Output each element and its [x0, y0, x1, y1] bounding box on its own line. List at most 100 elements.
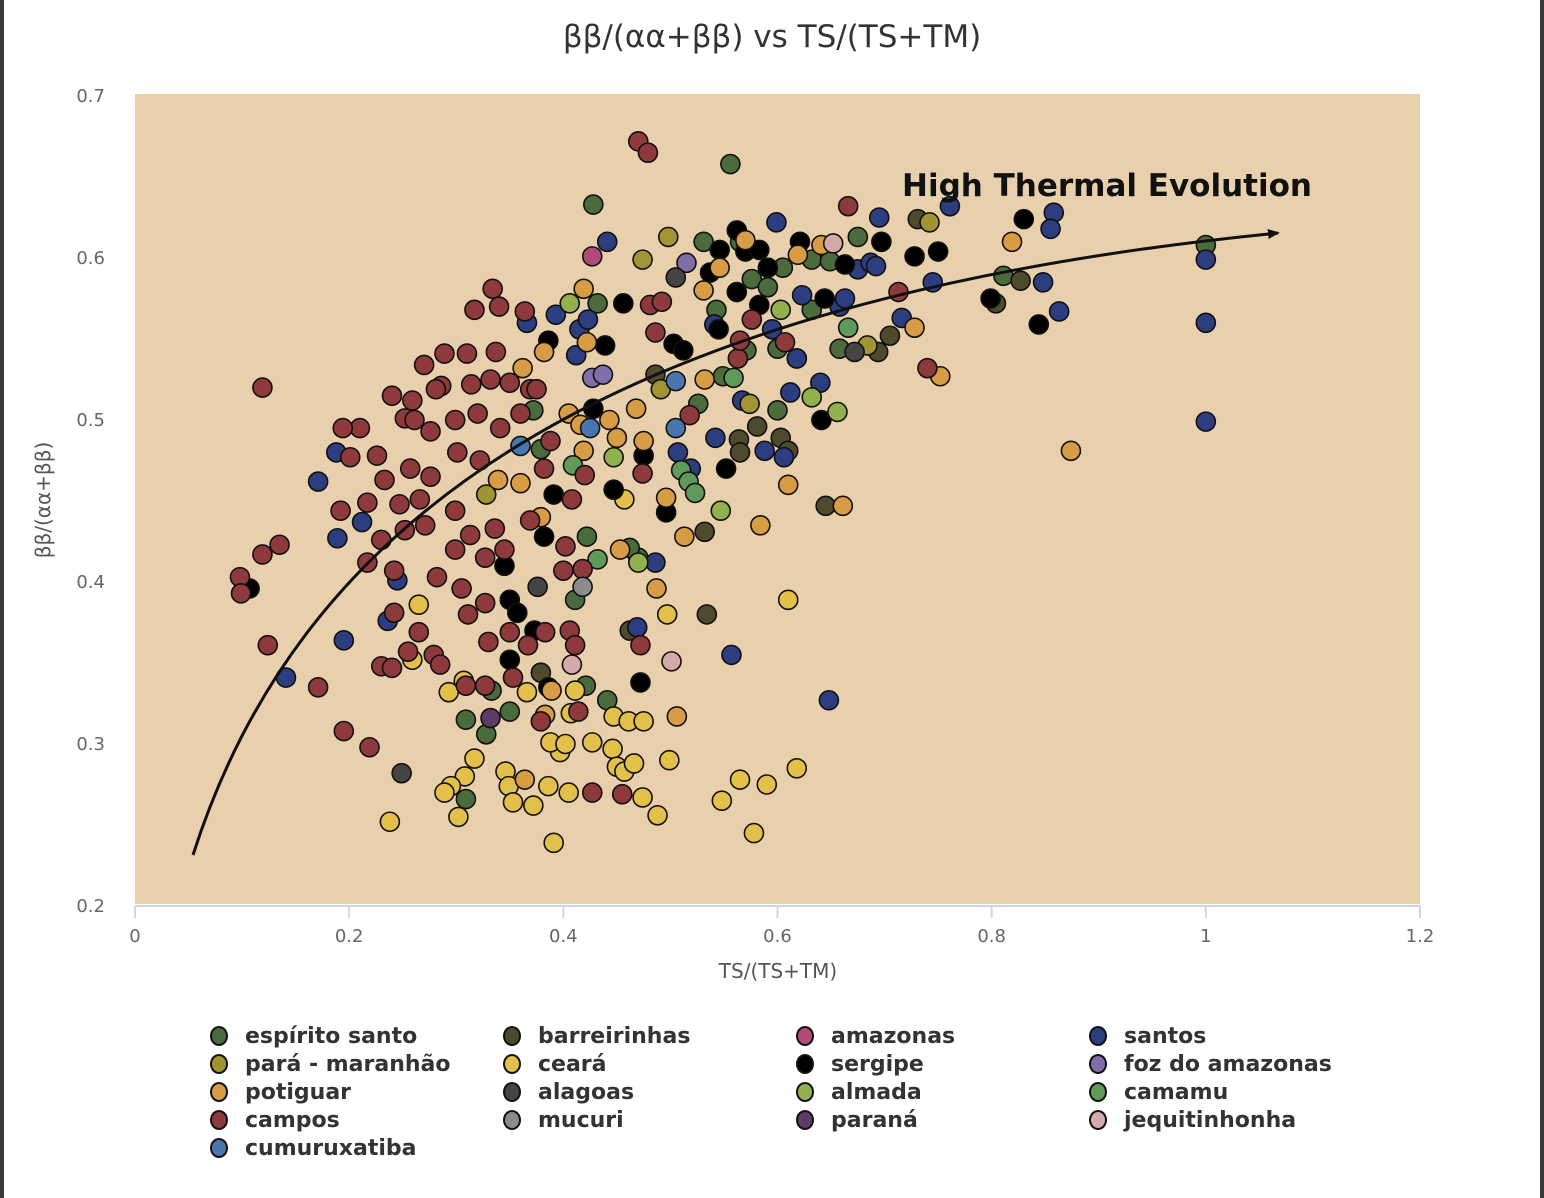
data-point[interactable] — [519, 510, 541, 531]
data-point[interactable] — [512, 357, 533, 379]
data-point[interactable] — [379, 811, 401, 833]
data-point[interactable] — [729, 442, 751, 463]
data-point[interactable] — [252, 377, 273, 398]
data-point[interactable] — [623, 753, 645, 774]
legend-item[interactable]: almada — [796, 1078, 1089, 1106]
data-point[interactable] — [865, 255, 887, 277]
data-point[interactable] — [404, 409, 425, 431]
data-point[interactable] — [847, 226, 869, 248]
data-point[interactable] — [527, 576, 548, 598]
data-point[interactable] — [464, 748, 485, 769]
legend-item[interactable]: potiguar — [210, 1078, 503, 1106]
data-point[interactable] — [413, 354, 435, 376]
data-point[interactable] — [603, 446, 624, 468]
data-point[interactable] — [645, 322, 666, 343]
data-point[interactable] — [767, 399, 788, 421]
data-point[interactable] — [741, 268, 763, 290]
legend-item[interactable]: ceará — [503, 1050, 796, 1078]
data-point[interactable] — [596, 231, 618, 253]
data-point[interactable] — [516, 681, 538, 703]
data-point[interactable] — [506, 602, 528, 624]
data-point[interactable] — [230, 583, 252, 604]
data-point[interactable] — [391, 762, 412, 784]
data-point[interactable] — [517, 634, 539, 656]
data-point[interactable] — [349, 417, 371, 439]
data-point[interactable] — [766, 212, 787, 233]
data-point[interactable] — [576, 331, 598, 353]
data-point[interactable] — [464, 299, 485, 321]
legend-item[interactable]: pará - maranhão — [210, 1050, 503, 1078]
legend-item[interactable]: espírito santo — [210, 1022, 503, 1050]
data-point[interactable] — [721, 644, 742, 666]
legend-item[interactable]: cumuruxatiba — [210, 1134, 503, 1162]
data-point[interactable] — [494, 539, 515, 560]
data-point[interactable] — [488, 296, 510, 317]
legend-item[interactable]: paraná — [796, 1106, 1089, 1134]
legend-item[interactable]: foz do amazonas — [1089, 1050, 1382, 1078]
legend-item[interactable]: mucuri — [503, 1106, 796, 1134]
data-point[interactable] — [791, 284, 813, 306]
data-point[interactable] — [573, 440, 594, 462]
data-point[interactable] — [540, 430, 561, 452]
data-point[interactable] — [330, 500, 351, 522]
data-point[interactable] — [710, 500, 732, 522]
data-point[interactable] — [754, 440, 775, 462]
data-point[interactable] — [545, 304, 567, 326]
data-point[interactable] — [750, 514, 771, 536]
data-point[interactable] — [307, 676, 329, 698]
data-point[interactable] — [523, 795, 544, 816]
data-point[interactable] — [581, 782, 603, 803]
data-point[interactable] — [748, 239, 770, 261]
data-point[interactable] — [659, 749, 680, 771]
data-point[interactable] — [480, 707, 501, 729]
data-point[interactable] — [510, 472, 531, 494]
data-point[interactable] — [939, 195, 961, 217]
data-point[interactable] — [456, 343, 478, 364]
data-point[interactable] — [777, 474, 799, 496]
data-point[interactable] — [332, 417, 354, 439]
data-point[interactable] — [837, 317, 859, 338]
data-point[interactable] — [661, 651, 682, 672]
data-point[interactable] — [499, 372, 521, 394]
data-point[interactable] — [786, 348, 808, 369]
data-point[interactable] — [538, 775, 559, 797]
data-point[interactable] — [602, 738, 623, 760]
data-point[interactable] — [307, 471, 329, 492]
data-point[interactable] — [770, 299, 792, 321]
data-point[interactable] — [726, 281, 748, 303]
data-point[interactable] — [630, 672, 651, 693]
data-point[interactable] — [408, 594, 430, 615]
data-point[interactable] — [773, 446, 795, 468]
data-point[interactable] — [502, 667, 524, 688]
data-point[interactable] — [553, 560, 574, 581]
data-point[interactable] — [777, 589, 799, 611]
data-point[interactable] — [709, 239, 730, 261]
data-point[interactable] — [709, 257, 730, 279]
data-point[interactable] — [478, 631, 499, 653]
data-point[interactable] — [543, 832, 564, 854]
data-point[interactable] — [533, 526, 555, 547]
data-point[interactable] — [448, 806, 469, 828]
data-point[interactable] — [414, 514, 436, 536]
data-point[interactable] — [534, 621, 556, 643]
data-point[interactable] — [655, 487, 677, 509]
data-point[interactable] — [667, 442, 689, 463]
data-point[interactable] — [579, 417, 601, 439]
data-point[interactable] — [457, 604, 479, 625]
data-point[interactable] — [455, 675, 477, 696]
data-point[interactable] — [626, 617, 648, 638]
data-point[interactable] — [603, 479, 624, 500]
data-point[interactable] — [381, 385, 403, 407]
data-point[interactable] — [374, 469, 395, 491]
data-point[interactable] — [735, 229, 756, 251]
data-point[interactable] — [447, 442, 468, 463]
data-point[interactable] — [879, 325, 901, 347]
data-point[interactable] — [665, 370, 687, 392]
data-point[interactable] — [408, 621, 430, 643]
data-point[interactable] — [572, 576, 593, 598]
data-point[interactable] — [993, 265, 1014, 287]
data-point[interactable] — [474, 592, 496, 614]
data-point[interactable] — [632, 463, 653, 484]
data-point[interactable] — [1010, 270, 1031, 291]
data-point[interactable] — [837, 195, 859, 217]
